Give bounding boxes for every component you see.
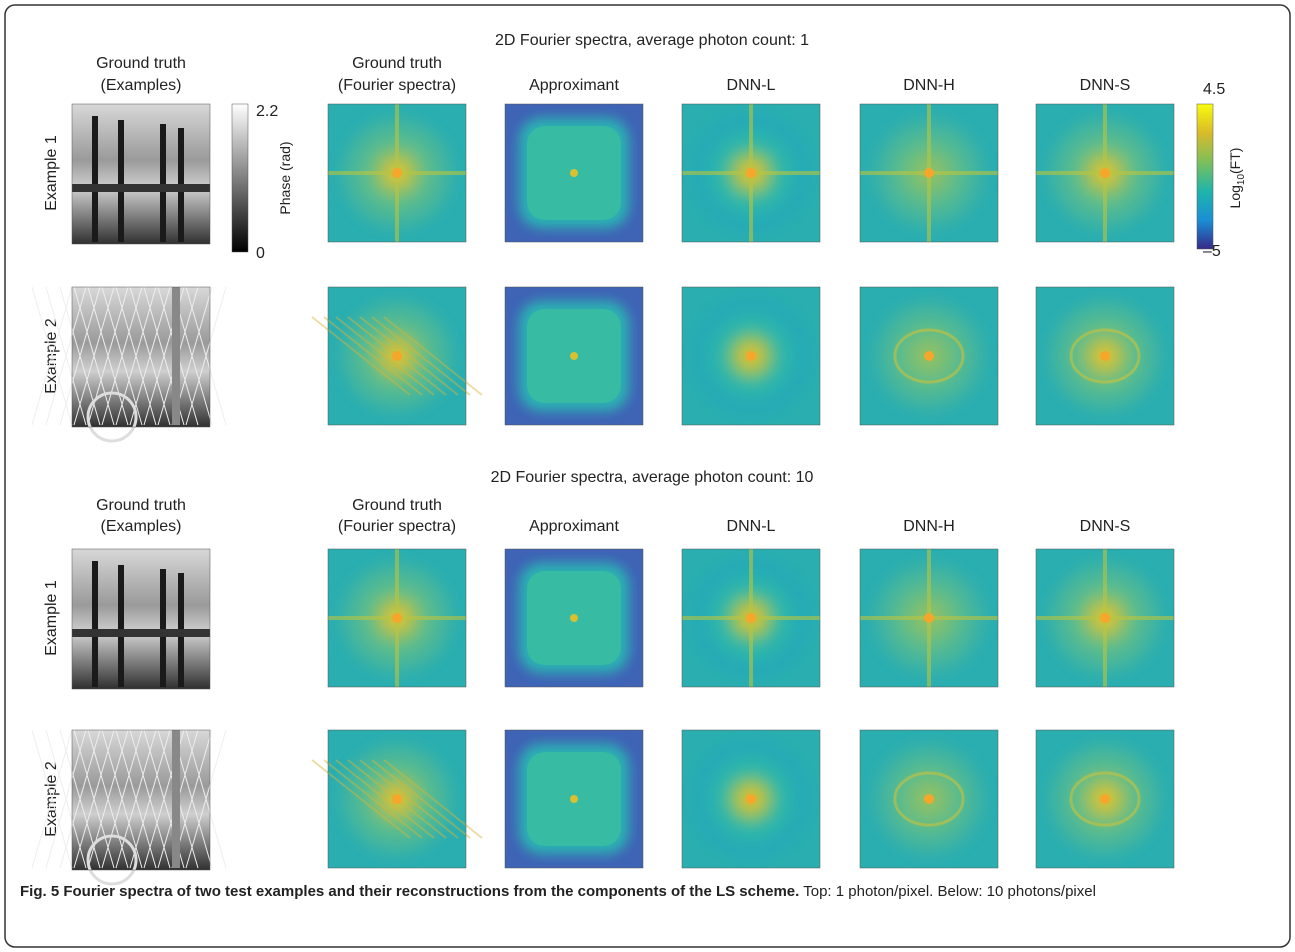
column-header: DNN-S xyxy=(1080,518,1131,535)
image-post xyxy=(92,116,98,242)
column-header: DNN-S xyxy=(1080,77,1131,94)
image-center xyxy=(570,169,578,177)
figure: 2D Fourier spectra, average photon count… xyxy=(0,0,1295,952)
spectrum-image xyxy=(328,104,466,242)
caption-bold: Fig. 5 Fourier spectra of two test examp… xyxy=(20,883,799,900)
image-center xyxy=(924,794,934,804)
image-pole xyxy=(172,730,180,868)
image-bg xyxy=(72,730,210,870)
image-center xyxy=(746,794,756,804)
image-center xyxy=(392,613,402,623)
image-center xyxy=(1100,613,1110,623)
colorbar-tick-label: –5 xyxy=(1203,243,1221,260)
label-part: (FT) xyxy=(1227,148,1243,174)
column-header: (Fourier spectra) xyxy=(338,518,456,535)
image-center xyxy=(746,351,756,361)
row-label: Example 1 xyxy=(43,135,60,211)
image-center xyxy=(392,794,402,804)
image-post xyxy=(118,565,124,687)
column-header: Approximant xyxy=(529,77,619,94)
label-subscript: 10 xyxy=(1236,174,1247,186)
column-header: DNN-H xyxy=(903,77,955,94)
spectrum-image xyxy=(505,287,643,425)
spectrum-image xyxy=(328,549,466,687)
image-post xyxy=(160,569,166,687)
column-header: DNN-H xyxy=(903,518,955,535)
spectrum-image xyxy=(505,104,643,242)
image-post xyxy=(92,561,98,687)
image-pole xyxy=(172,287,180,425)
example-image xyxy=(72,549,210,689)
spectrum-image xyxy=(1036,287,1174,425)
image-dock xyxy=(72,184,210,192)
phase-colorbar xyxy=(232,104,248,252)
image-center xyxy=(570,795,578,803)
spectrum-image xyxy=(312,287,482,425)
image-center xyxy=(1100,351,1110,361)
spectrum-image xyxy=(1036,730,1174,868)
caption-text: Top: 1 photon/pixel. Below: 10 photons/p… xyxy=(803,883,1096,900)
spectrum-image xyxy=(312,730,482,868)
image-dock xyxy=(72,629,210,637)
panel-heading: 2D Fourier spectra, average photon count… xyxy=(491,469,814,486)
spectra-colorbar xyxy=(1197,104,1213,249)
example-image xyxy=(32,730,226,884)
example-image xyxy=(32,287,226,441)
spectrum-image xyxy=(682,549,820,687)
column-header: DNN-L xyxy=(727,518,776,535)
column-header: (Fourier spectra) xyxy=(338,77,456,94)
column-header: Ground truth xyxy=(96,497,186,514)
image-post xyxy=(160,124,166,242)
column-header: Ground truth xyxy=(352,55,442,72)
colorbar-tick-label: 4.5 xyxy=(1203,81,1225,98)
image-center xyxy=(1100,794,1110,804)
spectrum-image xyxy=(860,730,998,868)
image-center xyxy=(924,168,934,178)
image-post xyxy=(118,120,124,242)
image-center xyxy=(746,613,756,623)
figure-graphic: 2D Fourier spectra, average photon count… xyxy=(0,0,1295,952)
image-center xyxy=(746,168,756,178)
colorbar-tick-label: 2.2 xyxy=(256,103,278,120)
column-header: (Examples) xyxy=(101,77,182,94)
image-center xyxy=(924,613,934,623)
column-header: Approximant xyxy=(529,518,619,535)
spectrum-image xyxy=(682,730,820,868)
spectrum-image xyxy=(682,287,820,425)
spectrum-image xyxy=(1036,549,1174,687)
image-center xyxy=(570,352,578,360)
column-header: Ground truth xyxy=(352,497,442,514)
column-header: Ground truth xyxy=(96,55,186,72)
example-image xyxy=(72,104,210,244)
spectrum-image xyxy=(1036,104,1174,242)
colorbar-label: Phase (rad) xyxy=(277,141,293,214)
image-center xyxy=(392,168,402,178)
image-center xyxy=(392,351,402,361)
image-center xyxy=(924,351,934,361)
row-label: Example 1 xyxy=(43,580,60,656)
image-center xyxy=(1100,168,1110,178)
colorbar-label: Log10(FT) xyxy=(1227,148,1247,209)
spectrum-image xyxy=(860,287,998,425)
spectrum-image xyxy=(505,549,643,687)
spectrum-image xyxy=(860,104,998,242)
spectrum-image xyxy=(682,104,820,242)
column-header: (Examples) xyxy=(101,518,182,535)
caption: Fig. 5 Fourier spectra of two test examp… xyxy=(20,880,1275,904)
image-bg xyxy=(72,287,210,427)
spectrum-image xyxy=(860,549,998,687)
image-center xyxy=(570,614,578,622)
label-part: Log xyxy=(1227,185,1243,208)
panel-heading: 2D Fourier spectra, average photon count… xyxy=(495,32,809,49)
column-header: DNN-L xyxy=(727,77,776,94)
spectrum-image xyxy=(505,730,643,868)
colorbar-tick-label: 0 xyxy=(256,245,265,262)
